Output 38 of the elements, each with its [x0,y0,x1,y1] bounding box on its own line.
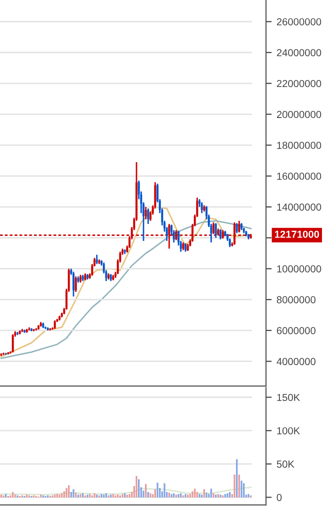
candlestick [80,274,82,284]
candlestick [184,242,186,252]
candlestick [72,271,74,298]
candlestick [58,315,60,322]
y-tick-label: 22000000 [276,80,322,88]
candlestick [108,272,110,280]
candlestick [240,222,242,231]
candlestick [30,327,32,332]
y-tick-label: 50K [276,460,294,468]
candlestick [147,208,150,225]
candlestick [2,352,4,356]
candlestick [86,273,88,280]
y-tick-label: 150K [277,394,300,402]
y-tick-label: 20000000 [276,110,322,118]
candlestick [200,202,203,214]
y-tick-label: 26000000 [276,18,322,26]
candlestick [238,220,240,234]
ref-line-label: 12171000 [274,230,320,238]
candlestick [24,328,26,334]
y-tick-label: 16000000 [277,172,322,180]
candlestick [248,233,250,240]
candlestick [38,324,40,330]
y-tick-label: 18000000 [277,142,322,149]
candlestick [144,206,147,220]
candlestick [220,228,222,240]
y-tick-label: 14000000 [277,204,322,211]
y-tick-label: 100K [277,427,300,434]
candlestick [96,254,98,265]
y-tick-label: 24000000 [276,49,322,56]
y-tick-label: 8000000 [276,296,316,304]
y-tick-label: 0 [276,494,282,502]
candlestick [74,276,77,293]
y-tick-label: 4000000 [276,358,316,366]
candlestick [12,334,14,354]
candlestick [236,222,238,234]
candlestick [214,222,217,238]
y-tick-label: 10000000 [277,265,322,272]
y-tick-label: 6000000 [276,327,316,334]
